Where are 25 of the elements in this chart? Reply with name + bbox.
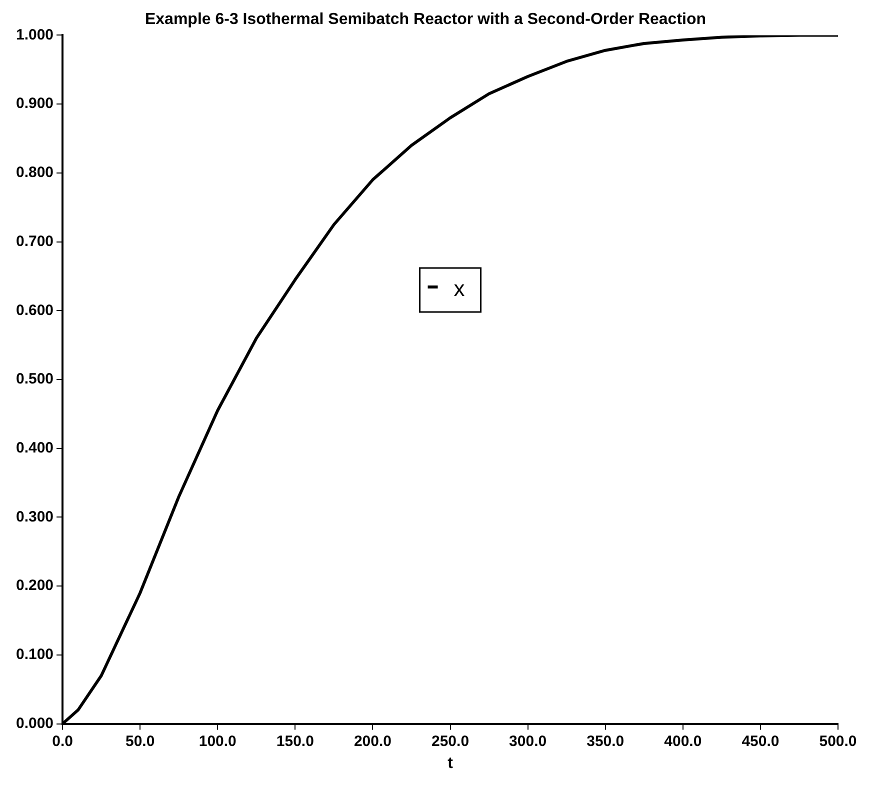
y-tick-label: 0.700 [16,232,54,250]
y-tick-label: 0.800 [16,164,54,182]
x-tick-label: 450.0 [742,732,780,750]
x-tick-label: 100.0 [198,732,236,750]
y-tick-label: 1.000 [16,26,54,44]
x-tick-label: 200.0 [354,732,392,750]
y-tick-label: 0.100 [16,646,54,664]
x-tick-label: 300.0 [509,732,547,750]
y-tick-label: 0.000 [16,714,54,732]
x-tick-label: 400.0 [664,732,702,750]
chart-title: Example 6-3 Isothermal Semibatch Reactor with a Second-Order Reaction [144,11,706,28]
y-tick-label: 0.300 [16,508,54,526]
legend-label: x [454,276,465,302]
x-tick-label: 50.0 [125,732,155,750]
y-tick-label: 0.900 [16,95,54,112]
x-tick-label: 250.0 [431,732,470,750]
y-tick-label: 0.600 [16,302,54,319]
y-tick-label: 0.200 [16,577,54,594]
x-tick-label: 500.0 [819,732,857,750]
y-tick-label: 0.400 [16,440,54,456]
x-axis-title: t [448,754,454,772]
y-tick-label: 0.500 [16,370,54,388]
x-tick-label: 150.0 [276,732,314,750]
x-tick-label: 350.0 [586,732,624,750]
x-tick-label: 0.0 [52,732,73,750]
